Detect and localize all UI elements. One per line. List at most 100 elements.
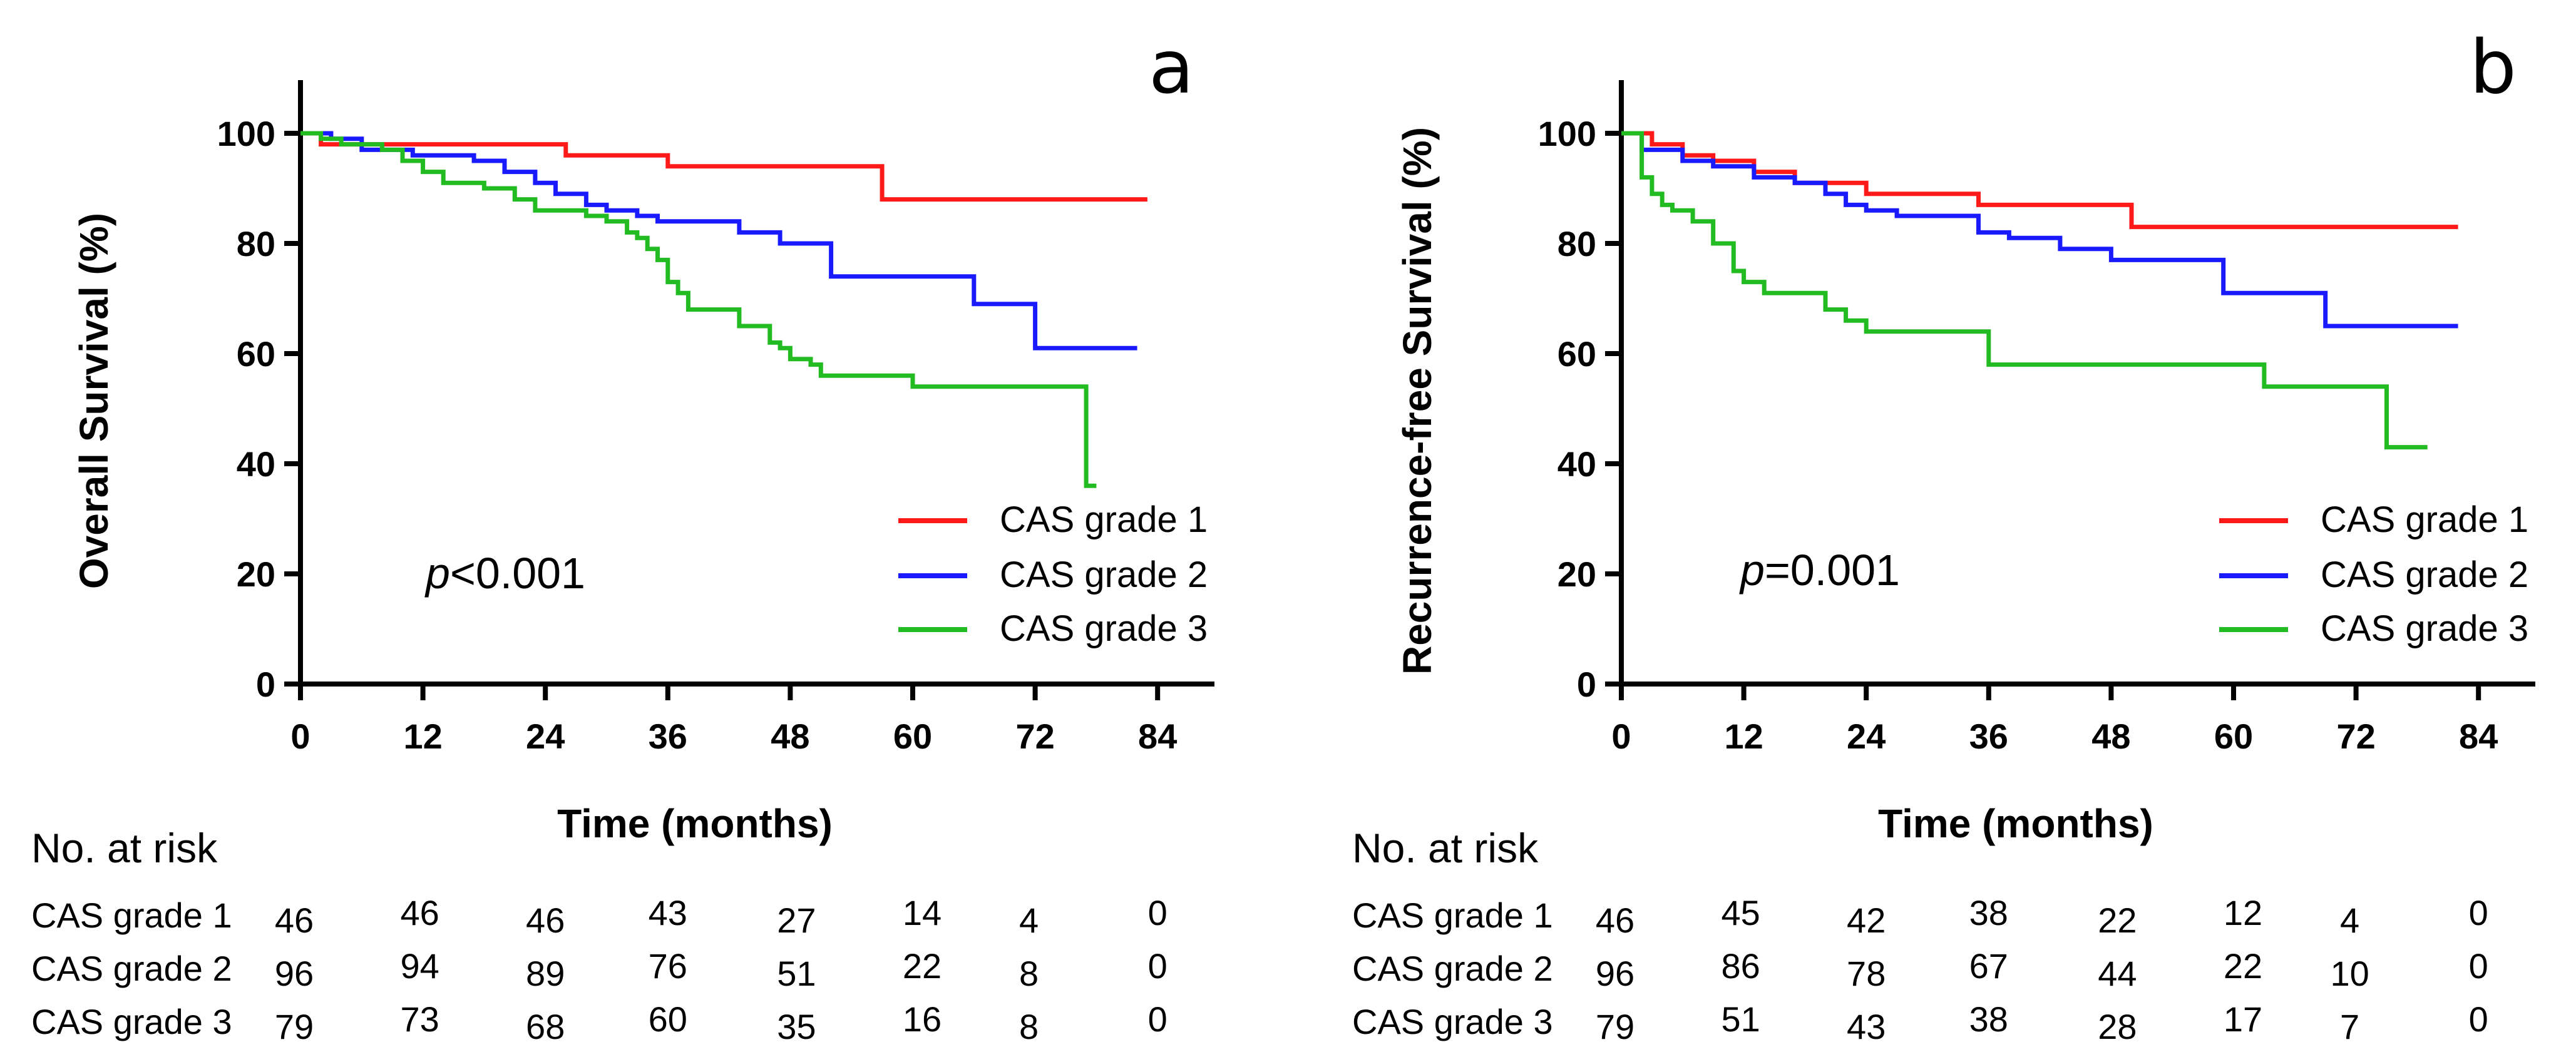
risk-count: 16 <box>903 999 942 1039</box>
x-tick-label: 0 <box>1611 717 1631 756</box>
x-tick-label: 24 <box>1847 717 1886 756</box>
risk-count: 86 <box>1721 946 1760 986</box>
risk-count: 35 <box>777 1007 816 1046</box>
y-tick-label: 100 <box>217 114 275 153</box>
risk-count: 4 <box>1019 901 1039 940</box>
y-tick-label: 80 <box>237 224 275 263</box>
risk-count: 7 <box>2340 1007 2359 1046</box>
y-tick-label: 80 <box>1557 224 1596 263</box>
risk-count: 43 <box>1847 1007 1886 1046</box>
risk-count: 28 <box>2098 1007 2137 1046</box>
risk-count: 68 <box>526 1007 565 1046</box>
risk-count: 10 <box>2330 954 2369 993</box>
risk-row-label: CAS grade 3 <box>1352 1002 1553 1041</box>
p-value: <0.001 <box>450 549 585 598</box>
x-tick-label: 84 <box>1138 717 1177 756</box>
risk-count: 42 <box>1847 901 1886 940</box>
risk-count: 0 <box>2469 893 2488 932</box>
risk-count: 46 <box>1596 901 1634 940</box>
y-axis-title: Overall Survival (%) <box>71 213 116 589</box>
risk-row-label: CAS grade 2 <box>1352 949 1553 988</box>
risk-count: 67 <box>1969 946 2008 986</box>
x-tick-label: 0 <box>290 717 310 756</box>
legend-label: CAS grade 1 <box>2321 499 2528 540</box>
p-value-text: p<0.001 <box>424 549 585 598</box>
y-tick-label: 0 <box>256 665 275 704</box>
risk-count: 4 <box>2340 901 2359 940</box>
x-tick-label: 48 <box>771 717 809 756</box>
y-tick-label: 100 <box>1538 114 1596 153</box>
x-tick-label: 84 <box>2459 717 2498 756</box>
km-curve-grade-1 <box>300 131 1147 202</box>
p-symbol: p <box>424 549 450 598</box>
risk-count: 46 <box>400 893 439 932</box>
risk-count: 51 <box>1721 999 1760 1039</box>
legend-label: CAS grade 3 <box>1000 608 1208 649</box>
risk-count: 22 <box>903 946 942 986</box>
x-tick-label: 60 <box>893 717 932 756</box>
risk-count: 0 <box>1148 893 1167 932</box>
y-tick-label: 60 <box>1557 334 1596 374</box>
risk-count: 76 <box>649 946 687 986</box>
legend-label: CAS grade 3 <box>2321 608 2528 649</box>
risk-count: 27 <box>777 901 816 940</box>
y-tick-label: 20 <box>237 554 275 594</box>
x-tick-label: 36 <box>1969 717 2008 756</box>
x-axis-title: Time (months) <box>557 801 833 846</box>
risk-row-label: CAS grade 1 <box>31 896 232 935</box>
y-axis-title: Recurrence-free Survival (%) <box>1395 127 1440 675</box>
km-curve-grade-3 <box>1621 131 2428 450</box>
risk-count: 38 <box>1969 893 2008 932</box>
x-tick-label: 24 <box>526 717 565 756</box>
panel-label: b <box>2470 24 2517 110</box>
panel-label: a <box>1149 24 1194 110</box>
risk-count: 60 <box>649 999 687 1039</box>
risk-count: 38 <box>1969 999 2008 1039</box>
km-curve-grade-1 <box>1621 131 2458 230</box>
risk-count: 14 <box>903 893 942 932</box>
risk-table-title: No. at risk <box>31 825 218 871</box>
risk-count: 12 <box>2224 893 2262 932</box>
risk-count: 73 <box>400 999 439 1039</box>
risk-table-title: No. at risk <box>1352 825 1539 871</box>
risk-row-label: CAS grade 1 <box>1352 896 1553 935</box>
risk-count: 46 <box>275 901 314 940</box>
risk-count: 79 <box>1596 1007 1634 1046</box>
risk-count: 0 <box>1148 946 1167 986</box>
risk-count: 45 <box>1721 893 1760 932</box>
x-tick-label: 12 <box>1724 717 1763 756</box>
km-curve-grade-3 <box>300 131 1097 488</box>
risk-count: 22 <box>2098 901 2137 940</box>
x-tick-label: 72 <box>2336 717 2375 756</box>
risk-count: 17 <box>2224 999 2262 1039</box>
risk-count: 44 <box>2098 954 2137 993</box>
y-tick-label: 0 <box>1577 665 1596 704</box>
legend-label: CAS grade 1 <box>1000 499 1208 540</box>
km-curve-grade-2 <box>300 131 1137 350</box>
x-tick-label: 60 <box>2214 717 2253 756</box>
legend-label: CAS grade 2 <box>1000 554 1208 595</box>
risk-row-label: CAS grade 3 <box>31 1002 232 1041</box>
x-tick-label: 36 <box>649 717 687 756</box>
risk-count: 0 <box>2469 946 2488 986</box>
legend-label: CAS grade 2 <box>2321 554 2528 595</box>
y-tick-label: 20 <box>1557 554 1596 594</box>
p-value-text: p=0.001 <box>1739 546 1900 595</box>
risk-count: 0 <box>2469 999 2488 1039</box>
x-tick-label: 72 <box>1015 717 1054 756</box>
risk-count: 8 <box>1019 1007 1039 1046</box>
risk-count: 43 <box>649 893 687 932</box>
y-tick-label: 40 <box>1557 444 1596 484</box>
risk-count: 94 <box>400 946 439 986</box>
risk-count: 22 <box>2224 946 2262 986</box>
risk-count: 51 <box>777 954 816 993</box>
risk-row-label: CAS grade 2 <box>31 949 232 988</box>
p-symbol: p <box>1739 546 1765 595</box>
risk-count: 79 <box>275 1007 314 1046</box>
p-value: =0.001 <box>1765 546 1900 595</box>
y-tick-label: 40 <box>237 444 275 484</box>
y-tick-label: 60 <box>237 334 275 374</box>
risk-count: 78 <box>1847 954 1886 993</box>
x-tick-label: 12 <box>403 717 442 756</box>
